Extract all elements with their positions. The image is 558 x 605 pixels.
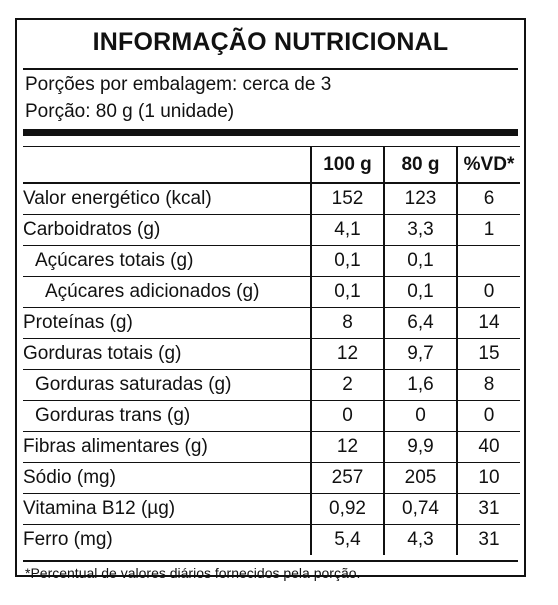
table-row: Proteínas (g) 8 6,4 14 <box>23 307 520 339</box>
table-row: Açúcares totais (g) 0,1 0,1 <box>23 245 520 277</box>
serving-size: Porção: 80 g (1 unidade) <box>25 101 235 122</box>
bottom-divider <box>23 560 518 562</box>
table-row: Valor energético (kcal) 152 123 6 <box>23 183 520 215</box>
nutrient-name: Açúcares totais (g) <box>35 250 194 271</box>
value-80g: 0 <box>383 400 457 432</box>
table-row: Gorduras trans (g) 0 0 0 <box>23 400 520 432</box>
table-row: Açúcares adicionados (g) 0,1 0,1 0 <box>23 276 520 308</box>
value-100g: 152 <box>310 183 384 215</box>
header-blank <box>23 146 311 184</box>
value-80g: 3,3 <box>383 214 457 246</box>
header-vd: %VD* <box>456 146 520 184</box>
value-100g: 0,92 <box>310 493 384 525</box>
nutrient-name: Proteínas (g) <box>23 312 133 333</box>
table-row: Ferro (mg) 5,4 4,3 31 <box>23 524 520 555</box>
table-row: Fibras alimentares (g) 12 9,9 40 <box>23 431 520 463</box>
nutrient-name: Valor energético (kcal) <box>23 188 212 209</box>
value-vd: 0 <box>456 400 520 432</box>
value-80g: 9,9 <box>383 431 457 463</box>
value-80g: 6,4 <box>383 307 457 339</box>
value-vd: 15 <box>456 338 520 370</box>
value-vd: 40 <box>456 431 520 463</box>
nutrient-name: Fibras alimentares (g) <box>23 436 208 457</box>
value-vd <box>456 245 520 277</box>
value-100g: 5,4 <box>310 524 384 555</box>
nutrient-name: Carboidratos (g) <box>23 219 161 240</box>
value-vd: 6 <box>456 183 520 215</box>
nutrient-name: Açúcares adicionados (g) <box>45 281 260 302</box>
nutrient-name: Vitamina B12 (µg) <box>23 498 176 519</box>
servings-per-package: Porções por embalagem: cerca de 3 <box>25 74 332 95</box>
value-100g: 12 <box>310 338 384 370</box>
value-80g: 0,74 <box>383 493 457 525</box>
nutrition-table: 100 g 80 g %VD* Valor energético (kcal) 1… <box>23 146 520 555</box>
value-vd: 8 <box>456 369 520 401</box>
title-divider <box>23 68 518 70</box>
table-row: Vitamina B12 (µg) 0,92 0,74 31 <box>23 493 520 525</box>
thick-divider <box>23 129 518 136</box>
value-vd: 14 <box>456 307 520 339</box>
value-80g: 1,6 <box>383 369 457 401</box>
table-row: Sódio (mg) 257 205 10 <box>23 462 520 494</box>
table-header-row: 100 g 80 g %VD* <box>23 146 520 184</box>
value-vd: 31 <box>456 493 520 525</box>
value-100g: 8 <box>310 307 384 339</box>
value-100g: 0,1 <box>310 245 384 277</box>
label-title: INFORMAÇÃO NUTRICIONAL <box>92 28 449 56</box>
nutrient-name: Gorduras trans (g) <box>35 405 191 426</box>
footnote: *Percentual de valores diários fornecido… <box>25 565 361 581</box>
nutrient-name: Gorduras totais (g) <box>23 343 182 364</box>
value-80g: 0,1 <box>383 276 457 308</box>
value-vd: 10 <box>456 462 520 494</box>
value-vd: 0 <box>456 276 520 308</box>
value-80g: 4,3 <box>383 524 457 555</box>
value-100g: 0 <box>310 400 384 432</box>
value-vd: 1 <box>456 214 520 246</box>
table-row: Gorduras totais (g) 12 9,7 15 <box>23 338 520 370</box>
nutrient-name: Ferro (mg) <box>23 529 113 550</box>
value-100g: 0,1 <box>310 276 384 308</box>
nutrient-name: Gorduras saturadas (g) <box>35 374 232 395</box>
value-80g: 123 <box>383 183 457 215</box>
value-100g: 257 <box>310 462 384 494</box>
value-100g: 2 <box>310 369 384 401</box>
value-80g: 205 <box>383 462 457 494</box>
nutrition-facts-label: INFORMAÇÃO NUTRICIONAL Porções por embal… <box>15 18 526 581</box>
value-100g: 12 <box>310 431 384 463</box>
header-80g: 80 g <box>383 146 457 184</box>
value-80g: 0,1 <box>383 245 457 277</box>
nutrient-name: Sódio (mg) <box>23 467 116 488</box>
value-100g: 4,1 <box>310 214 384 246</box>
table-row: Gorduras saturadas (g) 2 1,6 8 <box>23 369 520 401</box>
value-vd: 31 <box>456 524 520 555</box>
header-100g: 100 g <box>310 146 384 184</box>
table-row: Carboidratos (g) 4,1 3,3 1 <box>23 214 520 246</box>
value-80g: 9,7 <box>383 338 457 370</box>
